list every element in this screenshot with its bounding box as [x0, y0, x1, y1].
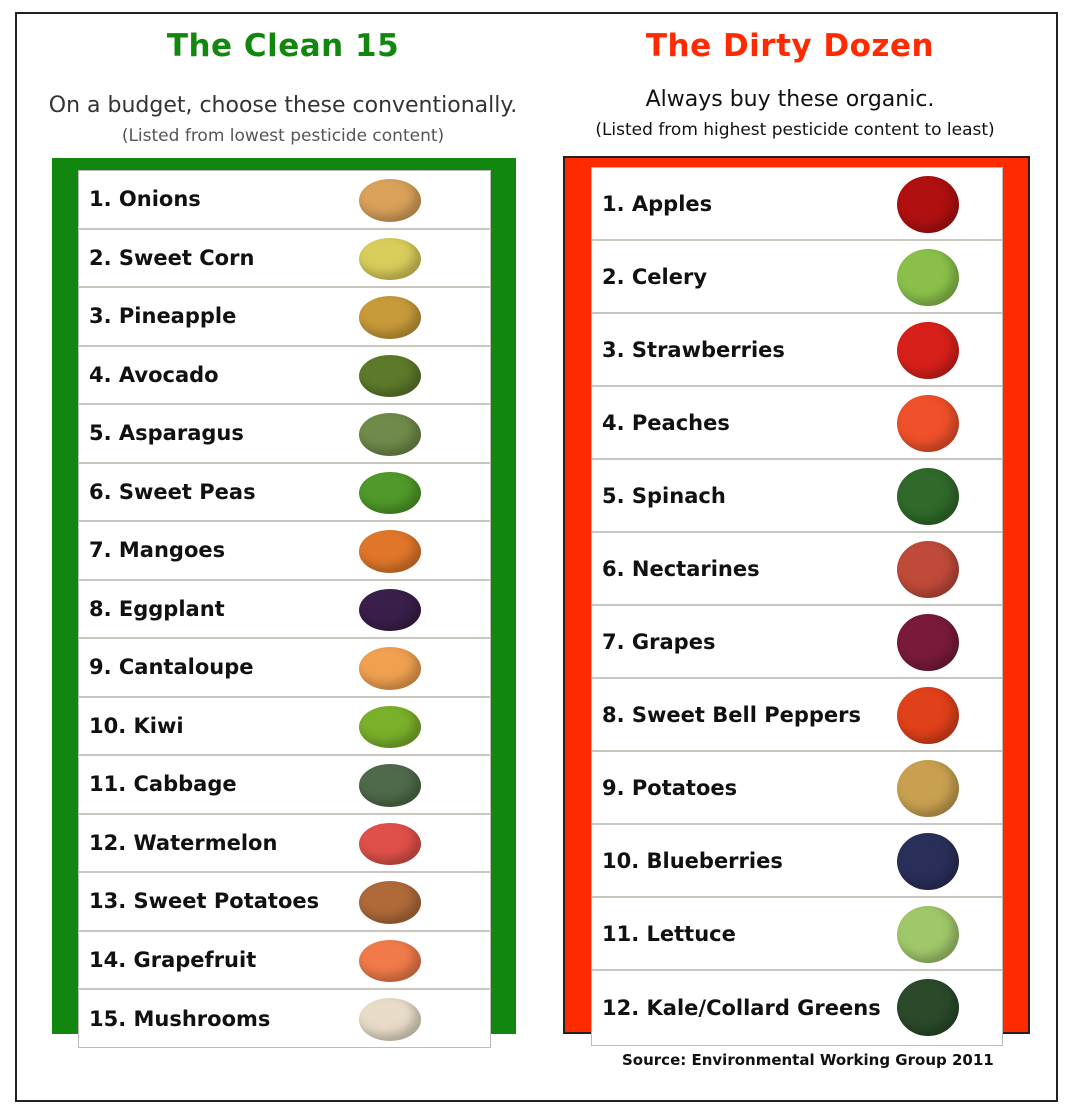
item-label: 14. Grapefruit [89, 947, 257, 972]
list-item: 7. Grapes [592, 606, 1002, 679]
grapes-icon [897, 614, 959, 671]
blueberries-icon [897, 833, 959, 890]
item-label: 2. Sweet Corn [89, 245, 255, 270]
list-item: 4. Peaches [592, 387, 1002, 460]
lettuce-icon [897, 906, 959, 963]
item-label: 1. Onions [89, 187, 201, 212]
apple-icon [897, 176, 959, 233]
dirty-note: (Listed from highest pesticide content t… [595, 120, 995, 140]
item-label: 7. Grapes [602, 629, 716, 654]
list-item: 2. Celery [592, 241, 1002, 314]
spinach-icon [897, 468, 959, 525]
list-item: 12. Kale/Collard Greens [592, 971, 1002, 1044]
list-item: 11. Cabbage [79, 756, 490, 815]
list-item: 15. Mushrooms [79, 990, 490, 1049]
list-item: 5. Spinach [592, 460, 1002, 533]
clean-subtitle: On a budget, choose these conventionally… [48, 93, 518, 118]
bell-pepper-icon [897, 687, 959, 744]
list-item: 9. Potatoes [592, 752, 1002, 825]
onion-icon [359, 179, 421, 222]
clean-note: (Listed from lowest pesticide content) [121, 126, 445, 146]
list-item: 13. Sweet Potatoes [79, 873, 490, 932]
list-item: 9. Cantaloupe [79, 639, 490, 698]
item-label: 2. Celery [602, 264, 708, 289]
item-label: 13. Sweet Potatoes [89, 889, 320, 914]
strawberry-icon [897, 322, 959, 379]
item-label: 1. Apples [602, 191, 713, 216]
peas-icon [359, 471, 421, 514]
item-label: 10. Blueberries [602, 848, 783, 873]
list-item: 5. Asparagus [79, 405, 490, 464]
item-label: 9. Potatoes [602, 775, 738, 800]
kale-icon [897, 979, 959, 1036]
item-label: 11. Lettuce [602, 921, 736, 946]
item-label: 5. Asparagus [89, 421, 244, 446]
list-item: 10. Blueberries [592, 825, 1002, 898]
cantaloupe-icon [359, 647, 421, 690]
peach-icon [897, 395, 959, 452]
list-item: 1. Apples [592, 168, 1002, 241]
item-label: 6. Sweet Peas [89, 479, 256, 504]
list-item: 14. Grapefruit [79, 932, 490, 990]
cabbage-icon [359, 764, 421, 807]
item-label: 3. Strawberries [602, 337, 785, 362]
potato-icon [897, 760, 959, 817]
item-label: 10. Kiwi [89, 713, 184, 738]
item-label: 4. Avocado [89, 362, 219, 387]
item-label: 3. Pineapple [89, 304, 237, 329]
item-label: 12. Kale/Collard Greens [602, 995, 881, 1020]
grapefruit-icon [359, 939, 421, 982]
celery-icon [897, 249, 959, 306]
list-item: 12. Watermelon [79, 815, 490, 873]
item-label: 6. Nectarines [602, 556, 760, 581]
list-item: 11. Lettuce [592, 898, 1002, 971]
list-item: 4. Avocado [79, 347, 490, 405]
item-label: 15. Mushrooms [89, 1007, 271, 1032]
item-label: 5. Spinach [602, 483, 726, 508]
item-label: 11. Cabbage [89, 772, 237, 797]
list-item: 6. Sweet Peas [79, 464, 490, 522]
avocado-icon [359, 354, 421, 397]
item-label: 4. Peaches [602, 410, 730, 435]
list-item: 1. Onions [79, 171, 490, 230]
mango-icon [359, 530, 421, 573]
list-item: 7. Mangoes [79, 522, 490, 581]
list-item: 6. Nectarines [592, 533, 1002, 606]
infographic-frame [15, 12, 1058, 1102]
corn-icon [359, 237, 421, 280]
dirty-subtitle: Always buy these organic. [645, 87, 935, 112]
list-item: 3. Strawberries [592, 314, 1002, 387]
list-item: 3. Pineapple [79, 288, 490, 347]
list-item: 10. Kiwi [79, 698, 490, 756]
source-note: Source: Environmental Working Group 2011 [622, 1051, 994, 1069]
sweet-potato-icon [359, 881, 421, 924]
clean-title: The Clean 15 [166, 28, 400, 64]
dirty-list: 1. Apples 2. Celery 3. Strawberries 4. Peac… [591, 167, 1003, 1046]
dirty-title: The Dirty Dozen [645, 28, 935, 64]
pineapple-icon [359, 296, 421, 339]
list-item: 8. Eggplant [79, 581, 490, 639]
clean-list: 1. Onions 2. Sweet Corn 3. Pineapple 4. Avo… [78, 170, 491, 1048]
item-label: 7. Mangoes [89, 538, 226, 563]
mushroom-icon [359, 998, 421, 1041]
kiwi-icon [359, 705, 421, 748]
item-label: 8. Sweet Bell Peppers [602, 702, 862, 727]
watermelon-icon [359, 822, 421, 865]
list-item: 2. Sweet Corn [79, 230, 490, 288]
item-label: 8. Eggplant [89, 596, 225, 621]
eggplant-icon [359, 588, 421, 631]
nectarine-icon [897, 541, 959, 598]
list-item: 8. Sweet Bell Peppers [592, 679, 1002, 752]
item-label: 12. Watermelon [89, 830, 278, 855]
asparagus-icon [359, 413, 421, 456]
item-label: 9. Cantaloupe [89, 655, 254, 680]
